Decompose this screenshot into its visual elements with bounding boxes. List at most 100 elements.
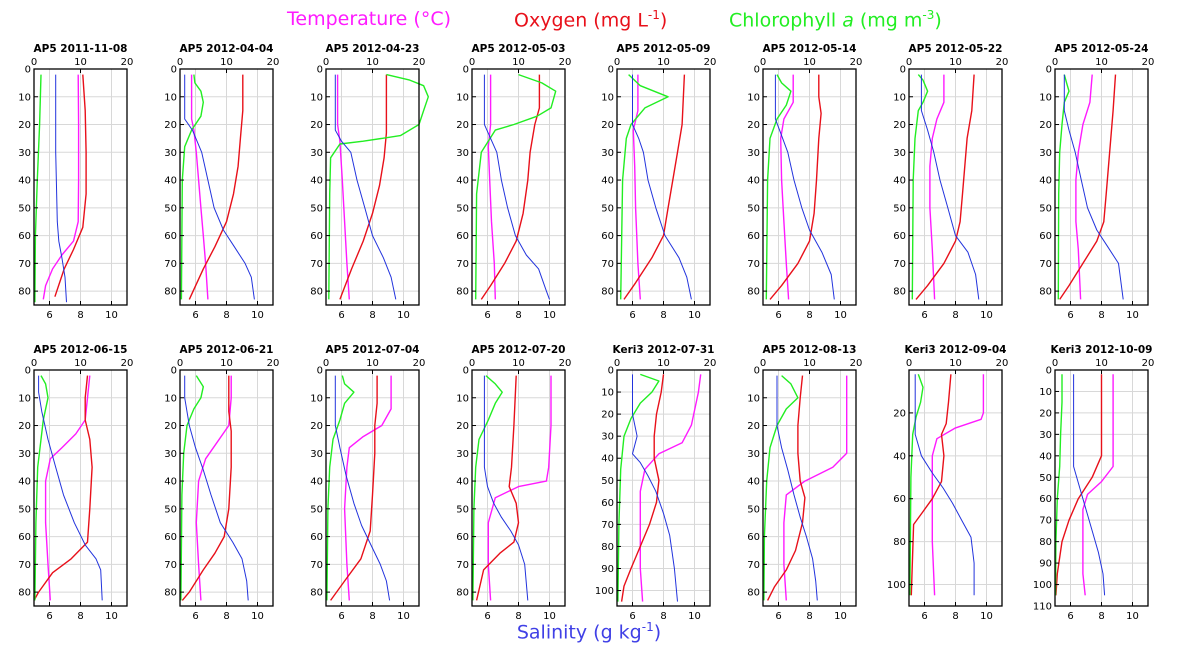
top-tick-label: 10 — [74, 358, 87, 369]
y-tick-label: 0 — [754, 366, 760, 377]
bottom-tick-label: 8 — [515, 611, 521, 622]
series-line — [1063, 74, 1124, 300]
top-tick-label: 0 — [760, 358, 766, 369]
y-tick-label: 30 — [456, 148, 469, 159]
bottom-tick-label: 8 — [660, 611, 666, 622]
series-line — [184, 74, 255, 300]
y-tick-label: 50 — [18, 504, 31, 515]
top-tick-label: 0 — [614, 57, 620, 68]
bottom-tick-label: 6 — [338, 310, 344, 321]
y-tick-label: 30 — [310, 148, 323, 159]
top-tick-label: 10 — [1095, 57, 1108, 68]
y-tick-label: 10 — [18, 92, 31, 103]
y-tick-label: 60 — [747, 532, 760, 543]
top-tick-label: 10 — [512, 358, 525, 369]
panel-title: AP5 2012-05-14 — [763, 43, 857, 55]
series-line — [632, 74, 692, 300]
y-tick-label: 70 — [456, 259, 469, 270]
y-tick-label: 80 — [747, 588, 760, 599]
bottom-tick-label: 10 — [1126, 611, 1139, 622]
y-tick-label: 30 — [601, 432, 614, 443]
y-tick-label: 20 — [310, 421, 323, 432]
bottom-tick-label: 6 — [629, 611, 635, 622]
series-line — [343, 375, 392, 601]
series-line — [180, 74, 205, 300]
series-line — [33, 375, 93, 601]
bottom-tick-label: 8 — [660, 310, 666, 321]
series-line — [780, 74, 794, 300]
bottom-tick-label: 6 — [629, 310, 635, 321]
series-line — [920, 74, 980, 300]
bottom-tick-label: 8 — [223, 611, 229, 622]
y-tick-label: 20 — [456, 421, 469, 432]
y-tick-label: 40 — [1039, 451, 1052, 462]
y-tick-label: 20 — [310, 120, 323, 131]
series-line — [1075, 74, 1093, 300]
y-tick-label: 30 — [893, 148, 906, 159]
bottom-tick-label: 10 — [251, 611, 264, 622]
y-tick-label: 30 — [310, 449, 323, 460]
y-tick-label: 30 — [601, 148, 614, 159]
bottom-tick-label: 10 — [980, 611, 993, 622]
series-line — [326, 375, 355, 601]
y-tick-label: 10 — [601, 388, 614, 399]
y-tick-label: 20 — [164, 120, 177, 131]
panel-title: AP5 2012-06-21 — [180, 344, 274, 356]
series-line — [632, 374, 678, 602]
panel: Keri3 2012-10-090 10 206 8 10010203040506070… — [1033, 344, 1154, 622]
legend-temperature: Temperature (°C) — [287, 8, 451, 30]
bottom-tick-label: 6 — [484, 310, 490, 321]
y-tick-label: 70 — [1039, 516, 1052, 527]
series-line — [44, 375, 91, 601]
y-tick-label: 10 — [310, 92, 323, 103]
bottom-tick-label: 8 — [1098, 611, 1104, 622]
top-tick-label: 20 — [267, 358, 280, 369]
series-line — [54, 74, 87, 297]
y-tick-label: 0 — [900, 65, 906, 76]
y-tick-label: 70 — [164, 259, 177, 270]
y-tick-label: 80 — [456, 287, 469, 298]
series-line — [328, 73, 429, 300]
y-tick-label: 0 — [1046, 65, 1052, 76]
bottom-tick-label: 6 — [192, 611, 198, 622]
y-tick-label: 20 — [1039, 120, 1052, 131]
y-tick-label: 40 — [164, 477, 177, 488]
series-line — [184, 375, 249, 601]
series-line — [931, 374, 985, 596]
panel-title: AP5 2012-05-22 — [909, 43, 1003, 55]
top-tick-label: 10 — [512, 57, 525, 68]
y-tick-label: 20 — [164, 421, 177, 432]
bottom-tick-label: 6 — [46, 310, 52, 321]
top-tick-label: 10 — [949, 358, 962, 369]
series-line — [783, 375, 848, 601]
series-line — [195, 375, 232, 601]
bottom-tick-label: 8 — [77, 611, 83, 622]
y-tick-label: 0 — [171, 366, 177, 377]
bottom-tick-label: 10 — [105, 310, 118, 321]
top-tick-label: 20 — [121, 57, 134, 68]
y-tick-label: 100 — [595, 586, 614, 597]
panel-title: Keri3 2012-07-31 — [613, 344, 715, 356]
y-tick-label: 60 — [601, 498, 614, 509]
bottom-tick-label: 8 — [369, 310, 375, 321]
y-tick-label: 80 — [18, 588, 31, 599]
series-line — [55, 74, 67, 303]
series-line — [632, 74, 641, 300]
y-tick-label: 70 — [893, 259, 906, 270]
top-tick-label: 10 — [220, 57, 233, 68]
y-tick-label: 80 — [893, 537, 906, 548]
series-line — [483, 74, 550, 300]
top-tick-label: 20 — [559, 57, 572, 68]
series-line — [34, 375, 49, 601]
legend-oxygen: Oxygen (mg L-1) — [514, 8, 668, 32]
legend-chlorophyll: Chlorophyll a (mg m-3) — [729, 8, 942, 32]
panel: Keri3 2012-07-310 10 206 8 10010203040506070… — [595, 344, 716, 622]
series-line — [765, 74, 792, 300]
panel-title: AP5 2011-11-08 — [34, 43, 128, 55]
top-tick-label: 20 — [413, 57, 426, 68]
panel-title: AP5 2012-04-04 — [180, 43, 274, 55]
y-tick-label: 40 — [893, 176, 906, 187]
